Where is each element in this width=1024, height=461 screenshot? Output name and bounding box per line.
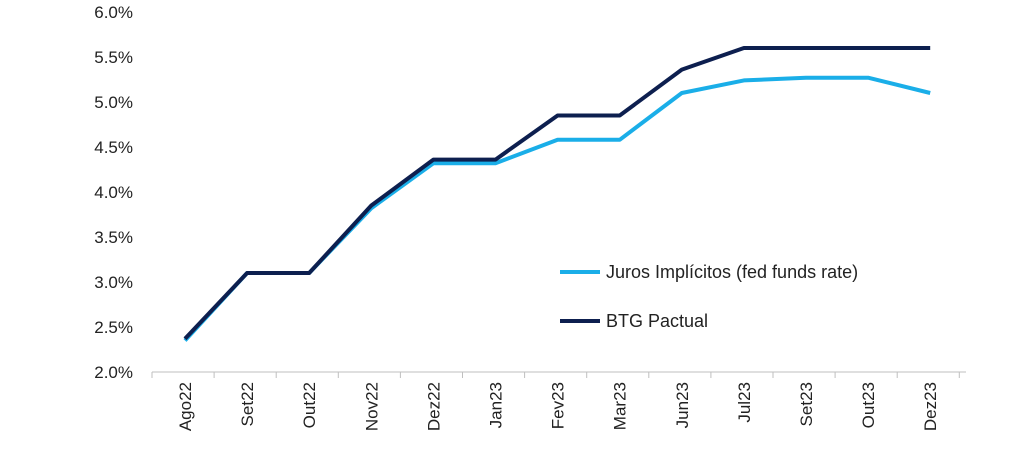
- x-tick-label: Jan23: [487, 382, 506, 428]
- x-tick-label: Set22: [238, 382, 257, 426]
- x-tick-label: Fev23: [549, 382, 568, 429]
- x-tick-label: Nov22: [362, 382, 381, 431]
- legend-label-juros: Juros Implícitos (fed funds rate): [606, 262, 858, 282]
- x-tick-label: Out22: [300, 382, 319, 428]
- x-tick-label: Jun23: [673, 382, 692, 428]
- x-axis: Ago22 Set22 Out22 Nov22 Dez22 Jan23 Fev23 Mar23…: [151, 371, 966, 431]
- legend: Juros Implícitos (fed funds rate) BTG Pa…: [560, 262, 858, 331]
- y-tick-label: 2.5%: [94, 318, 133, 337]
- y-axis: 2.0% 2.5% 3.0% 3.5% 4.0% 4.5% 5.0% 5.5% 6.0%: [94, 3, 133, 382]
- y-tick-label: 6.0%: [94, 3, 133, 22]
- series-line-btg: [183, 46, 931, 341]
- x-tick-label: Dez22: [424, 382, 443, 431]
- series-layer: [183, 46, 931, 342]
- y-tick-label: 4.0%: [94, 183, 133, 202]
- x-tick-label: Ago22: [176, 382, 195, 431]
- x-tick-label: Mar23: [611, 382, 630, 430]
- y-tick-label: 5.0%: [94, 93, 133, 112]
- y-tick-label: 2.0%: [94, 363, 133, 382]
- y-tick-label: 5.5%: [94, 48, 133, 67]
- x-tick-label: Set23: [797, 382, 816, 426]
- y-tick-label: 3.0%: [94, 273, 133, 292]
- x-tick-label: Jul23: [735, 382, 754, 423]
- x-tick-label: Out23: [859, 382, 878, 428]
- y-tick-label: 3.5%: [94, 228, 133, 247]
- y-tick-label: 4.5%: [94, 138, 133, 157]
- legend-label-btg: BTG Pactual: [606, 311, 708, 331]
- x-tick-label: Dez23: [921, 382, 940, 431]
